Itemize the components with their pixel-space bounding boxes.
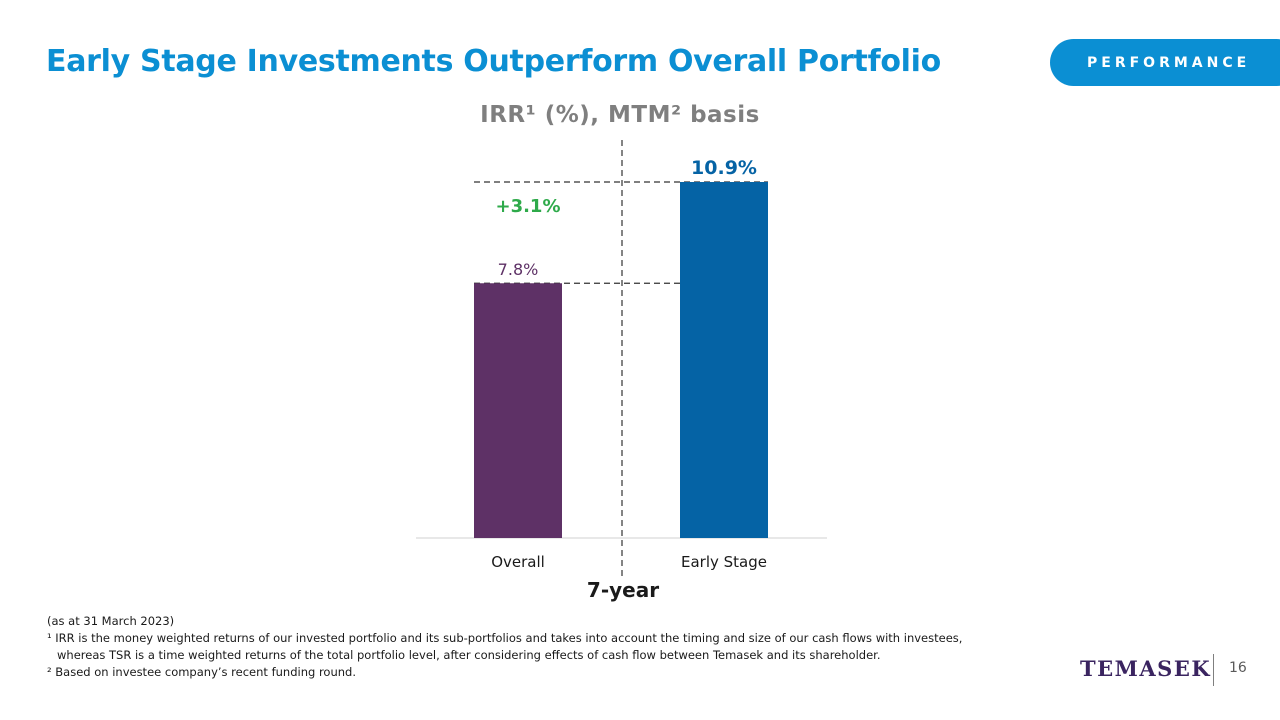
as-at-note: (as at 31 March 2023) <box>47 614 175 628</box>
value-label-overall: 7.8% <box>498 260 539 279</box>
bar-early-stage <box>680 182 768 538</box>
category-label-early-stage: Early Stage <box>681 553 767 571</box>
slide-title: Early Stage Investments Outperform Overa… <box>46 44 941 79</box>
logo-divider <box>1213 654 1214 686</box>
chart-title: IRR¹ (%), MTM² basis <box>480 102 760 128</box>
category-label-overall: Overall <box>491 553 545 571</box>
period-label: 7-year <box>586 578 660 602</box>
page-number: 16 <box>1229 660 1247 676</box>
footnote-irr-continued: whereas TSR is a time weighted returns o… <box>57 648 881 662</box>
value-label-early-stage: 10.9% <box>691 157 757 179</box>
difference-label: +3.1% <box>495 196 560 217</box>
temasek-logo: TEMASEK <box>1080 656 1212 681</box>
bar-overall <box>474 283 562 538</box>
footnote-irr: ¹ IRR is the money weighted returns of o… <box>47 631 963 645</box>
footnotes: (as at 31 March 2023) ¹ IRR is the money… <box>47 613 1047 681</box>
footnote-mtm: ² Based on investee company’s recent fun… <box>47 665 356 679</box>
section-badge: PERFORMANCE <box>1050 39 1280 86</box>
